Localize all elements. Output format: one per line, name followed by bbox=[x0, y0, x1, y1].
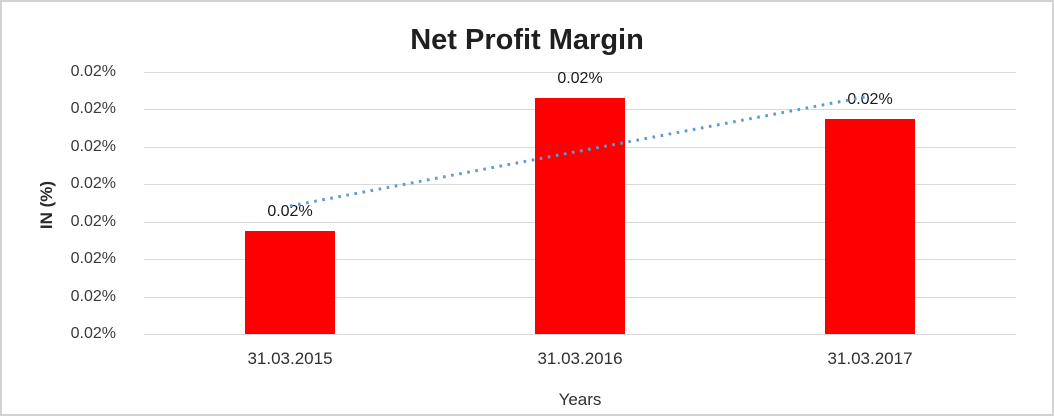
x-tick-label-2015: 31.03.2015 bbox=[247, 349, 333, 368]
y-tick-label: 0.02% bbox=[70, 63, 116, 80]
bar-31-03-2016 bbox=[535, 98, 625, 334]
y-tick-label: 0.02% bbox=[70, 287, 116, 305]
bar-data-label: 0.02% bbox=[267, 202, 313, 220]
y-tick-label: 0.02% bbox=[70, 250, 116, 268]
plot-area: 0.02% 0.02% 0.02% bbox=[144, 70, 1016, 335]
y-tick-label: 0.02% bbox=[70, 212, 116, 230]
x-tick-label-2017: 31.03.2017 bbox=[827, 349, 913, 368]
gridline bbox=[144, 72, 1016, 73]
y-tick-label: 0.02% bbox=[70, 100, 116, 118]
bar-data-label: 0.02% bbox=[847, 91, 893, 109]
gridline bbox=[144, 334, 1016, 335]
bar-31-03-2015 bbox=[245, 230, 335, 334]
x-tick-label-2016: 31.03.2016 bbox=[537, 349, 623, 368]
x-axis-title: Years bbox=[558, 390, 602, 409]
y-axis-tick-labels: 0.02% 0.02% 0.02% 0.02% 0.02% 0.02% 0.02… bbox=[2, 63, 130, 342]
y-tick-label: 0.02% bbox=[70, 137, 116, 155]
y-tick-label: 0.02% bbox=[70, 175, 116, 193]
y-tick-label: 0.02% bbox=[70, 325, 116, 342]
bar-31-03-2017 bbox=[825, 119, 915, 334]
bar-data-label: 0.02% bbox=[557, 70, 603, 88]
chart-title: Net Profit Margin bbox=[410, 24, 644, 56]
